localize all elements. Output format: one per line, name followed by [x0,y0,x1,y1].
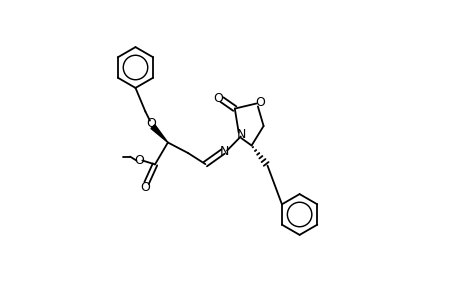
Text: N: N [219,145,229,158]
Text: O: O [146,117,156,130]
Text: O: O [255,96,265,110]
Text: O: O [213,92,223,105]
Text: O: O [134,154,144,167]
Text: O: O [140,181,150,194]
Polygon shape [151,125,168,142]
Text: N: N [236,128,246,141]
